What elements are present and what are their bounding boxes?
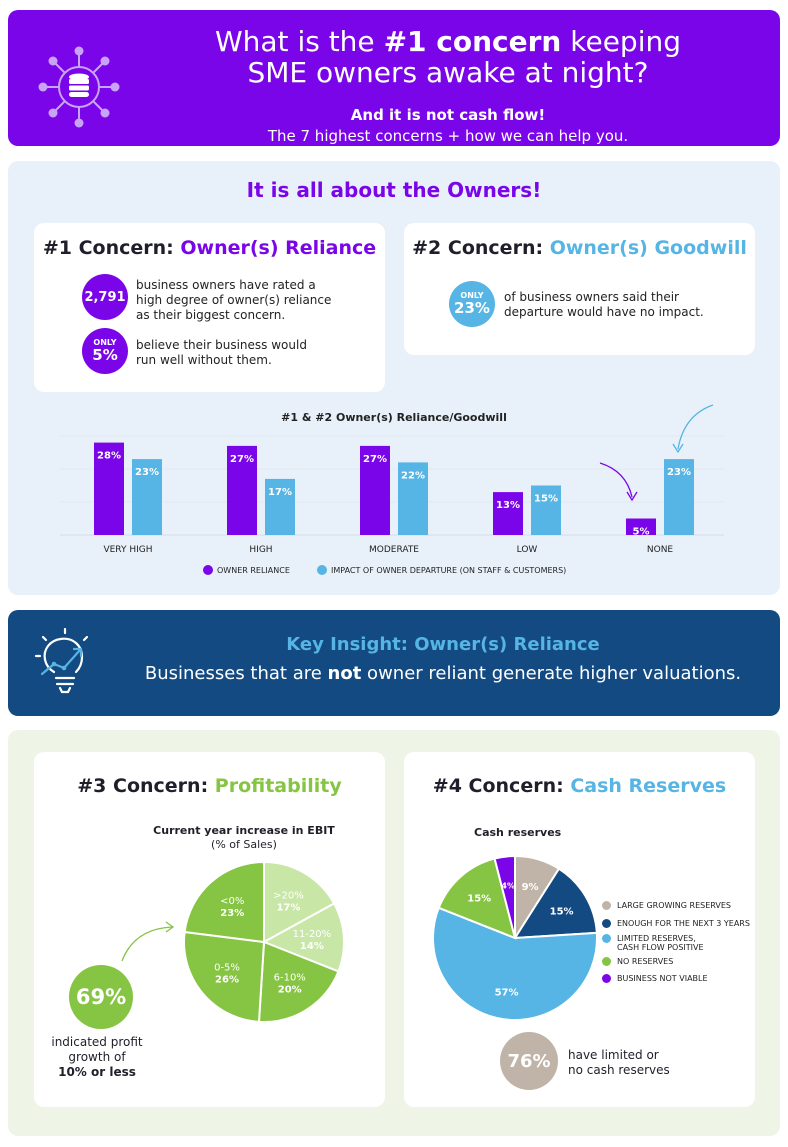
bar-label: 13% xyxy=(496,500,520,511)
cash-reserves-pie-chart: 9% 15% 57% 15% 4% xyxy=(432,854,598,1021)
stat-text-2: believe their business would run well wi… xyxy=(136,338,307,367)
stat-circle-2791: 2,791 xyxy=(82,274,128,320)
pie-category-label: >20% xyxy=(273,891,304,902)
arrow-head-purple xyxy=(626,491,638,502)
database-network-icon xyxy=(38,46,120,128)
tagline: The 7 highest concerns + how we can help… xyxy=(267,127,629,145)
legend-limited-reserves: LIMITED RESERVES, CASH FLOW POSITIVE xyxy=(602,934,704,952)
concern-4-title: #4 Concern: Cash Reserves xyxy=(432,775,727,797)
bar-reliance-none xyxy=(626,518,656,535)
arrow-to-none-purple xyxy=(599,462,633,498)
pie-slice-0 xyxy=(263,860,336,944)
category-label: HIGH xyxy=(249,545,272,555)
pie-category-label: <0% xyxy=(220,896,244,907)
concern-2-card: #2 Concern: Owner(s) Goodwill ONLY 23% o… xyxy=(404,223,755,355)
legend-no-reserves: NO RESERVES xyxy=(602,957,673,966)
bar-reliance-low xyxy=(493,492,523,535)
pie-slice-3 xyxy=(183,930,266,1023)
lightbulb-growth-icon xyxy=(34,628,89,694)
category-label: NONE xyxy=(647,545,674,555)
bar-label: 22% xyxy=(401,470,425,481)
cash-stat-text: have limited or no cash reserves xyxy=(568,1048,670,1077)
profit-stat-text: indicated profit growth of 10% or less xyxy=(51,1035,143,1079)
pie-value-label: 15% xyxy=(550,906,574,917)
stat-text-3: of business owners said their departure … xyxy=(504,290,704,319)
pie-value-label: 15% xyxy=(467,893,491,904)
pie-slice-2 xyxy=(432,906,598,1021)
pie-category-label: 0-5% xyxy=(214,963,240,974)
legend-large-growing: LARGE GROWING RESERVES xyxy=(602,901,731,910)
owners-section: It is all about the Owners! #1 Concern: … xyxy=(8,161,780,595)
bar-label: 15% xyxy=(534,494,558,505)
concern-3-card: #3 Concern: Profitability Current year i… xyxy=(34,752,385,1107)
header-banner: What is the #1 concern keeping SME owner… xyxy=(8,10,780,146)
page-title: What is the #1 concern keeping SME owner… xyxy=(214,25,682,89)
insight-body: Businesses that are not owner reliant ge… xyxy=(144,663,742,684)
legend-not-viable: BUSINESS NOT VIABLE xyxy=(602,974,708,983)
bar-label: 27% xyxy=(230,454,254,465)
subtitle: And it is not cash flow! xyxy=(350,106,546,124)
bar-label: 28% xyxy=(97,451,121,462)
section-title: It is all about the Owners! xyxy=(246,178,542,202)
concern-1-title: #1 Concern: Owner(s) Reliance xyxy=(42,237,377,259)
pie-slice-2 xyxy=(257,940,340,1023)
insight-title: Key Insight: Owner(s) Reliance xyxy=(286,634,600,655)
bar-reliance-high xyxy=(227,445,257,535)
bar-label: 23% xyxy=(667,467,691,478)
pie-category-label: 11-20% xyxy=(293,929,332,940)
bar-legend: OWNER RELIANCE IMPACT OF OWNER DEPARTURE… xyxy=(203,565,566,575)
pie-value-label: 17% xyxy=(276,903,300,914)
category-label: VERY HIGH xyxy=(103,545,152,555)
stat-circle-76: 76% xyxy=(500,1032,558,1090)
bar-departure-high xyxy=(265,478,295,535)
bar-label: 17% xyxy=(268,487,292,498)
bar-label: 5% xyxy=(633,527,650,538)
legend-owner-reliance: OWNER RELIANCE xyxy=(217,566,290,575)
curved-arrow-icon xyxy=(121,921,175,962)
pie-value-label: 23% xyxy=(220,908,244,919)
pie-slice-3 xyxy=(437,857,517,940)
key-insight-banner: Key Insight: Owner(s) Reliance Businesse… xyxy=(8,610,780,716)
category-label: MODERATE xyxy=(369,545,419,555)
bar-departure-none xyxy=(664,459,694,535)
cash-chart-title: Cash reserves xyxy=(474,826,562,839)
concern-1-card: #1 Concern: Owner(s) Reliance 2,791 busi… xyxy=(34,223,385,392)
ebit-chart-subtitle: (% of Sales) xyxy=(211,838,277,851)
bar-departure-low xyxy=(531,485,561,535)
reliance-bar-chart: #1 & #2 Owner(s) Reliance/Goodwill 28% 23… xyxy=(60,404,724,575)
stat-circle-5: ONLY 5% xyxy=(82,328,128,374)
ebit-chart-title: Current year increase in EBIT xyxy=(153,824,335,837)
stat-circle-23: ONLY 23% xyxy=(449,281,495,327)
bar-reliance-very-high xyxy=(94,442,124,535)
stat-circle-69: 69% xyxy=(69,965,133,1029)
bar-departure-very-high xyxy=(132,459,162,535)
pie-value-label: 57% xyxy=(495,987,519,998)
arrow-to-none-blue xyxy=(677,404,714,450)
bar-reliance-moderate xyxy=(360,445,390,535)
pie-value-label: 26% xyxy=(215,975,239,986)
profit-cash-section: #3 Concern: Profitability Current year i… xyxy=(8,730,780,1136)
concern-2-title: #2 Concern: Owner(s) Goodwill xyxy=(412,237,747,259)
bar-label: 27% xyxy=(363,454,387,465)
concern-3-title: #3 Concern: Profitability xyxy=(77,775,342,797)
pie-slice-4 xyxy=(183,860,265,944)
category-label: LOW xyxy=(517,545,538,555)
ebit-pie-chart: >20%17% 11-20%14% 6-10%20% 0-5%26% <0%23% xyxy=(183,860,345,1023)
bar-label: 23% xyxy=(135,467,159,478)
stat-text-1: business owners have rated a high degree… xyxy=(136,278,332,322)
legend-owner-departure: IMPACT OF OWNER DEPARTURE (ON STAFF & CU… xyxy=(331,566,566,575)
pie-category-label: 6-10% xyxy=(274,973,306,984)
bar-departure-moderate xyxy=(398,462,428,535)
concern-4-card: #4 Concern: Cash Reserves Cash reserves … xyxy=(404,752,755,1107)
arrow-head-blue xyxy=(672,443,684,454)
pie-value-label: 20% xyxy=(278,985,302,996)
pie-slice-4 xyxy=(493,854,516,939)
bar-chart-title: #1 & #2 Owner(s) Reliance/Goodwill xyxy=(281,411,507,424)
pie-value-label: 4% xyxy=(501,881,515,890)
pie-value-label: 14% xyxy=(300,941,324,952)
pie-value-label: 9% xyxy=(522,882,539,893)
pie-slice-1 xyxy=(513,867,598,940)
pie-slice-1 xyxy=(261,902,345,973)
legend-enough-3-years: ENOUGH FOR THE NEXT 3 YEARS xyxy=(602,919,750,928)
